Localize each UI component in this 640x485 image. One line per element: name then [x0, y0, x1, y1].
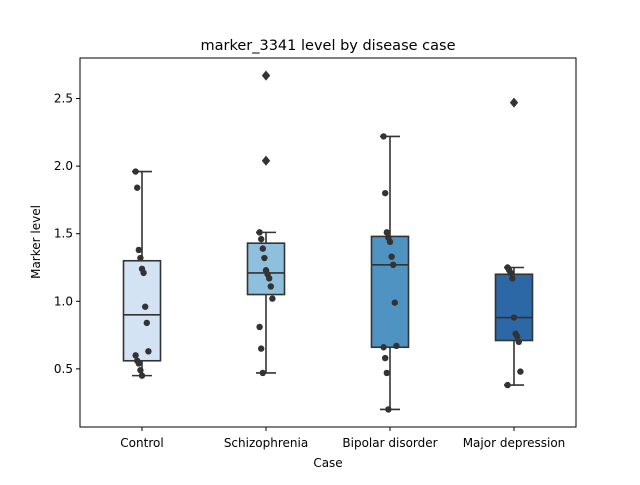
data-point	[258, 235, 265, 243]
data-point	[145, 348, 152, 355]
data-point	[385, 406, 392, 413]
y-tick-label: 1.5	[54, 227, 73, 241]
data-point	[259, 369, 266, 377]
data-point	[391, 299, 398, 306]
data-point	[143, 319, 150, 327]
data-point	[383, 229, 390, 236]
data-point	[509, 275, 516, 282]
data-point	[259, 245, 266, 252]
data-point	[507, 269, 514, 277]
data-point	[267, 283, 274, 290]
x-tick-label: Schizophrenia	[224, 436, 308, 450]
data-point	[386, 238, 394, 246]
box-iqr	[494, 273, 534, 342]
data-point	[256, 229, 263, 236]
data-point	[256, 323, 263, 331]
data-point	[380, 133, 387, 140]
data-point	[134, 184, 141, 191]
x-tick-label: Bipolar disorder	[342, 436, 437, 450]
data-point	[393, 342, 400, 350]
data-point	[388, 253, 395, 260]
outlier-marker	[261, 70, 271, 81]
box-iqr	[370, 235, 410, 349]
data-point	[390, 261, 397, 269]
outlier-marker	[509, 97, 519, 108]
data-point	[137, 367, 144, 374]
data-point	[380, 344, 387, 351]
y-tick-label: 2.5	[54, 92, 73, 106]
data-point	[269, 295, 276, 302]
data-point	[261, 254, 268, 262]
data-point	[517, 368, 524, 375]
axes: 0.5 1.0 1.5 2.0 2.5 Control Schizophrenia Bipol…	[54, 57, 577, 450]
data-point	[510, 314, 518, 321]
data-point	[382, 354, 389, 362]
plot-area	[122, 70, 534, 413]
y-tick-label: 1.0	[54, 294, 73, 308]
data-point	[514, 333, 521, 340]
x-axis-label: Case	[313, 456, 342, 470]
y-tick-label: 0.5	[54, 362, 73, 376]
data-point	[142, 303, 149, 310]
data-point	[132, 352, 139, 359]
x-tick-label: Major depression	[463, 436, 566, 450]
plot-frame	[79, 57, 577, 428]
data-point	[135, 246, 142, 254]
outlier-marker	[261, 155, 271, 166]
data-point	[135, 360, 142, 367]
y-axis-label: Marker level	[29, 205, 43, 279]
box-iqr	[122, 259, 162, 362]
data-point	[515, 338, 522, 346]
data-point	[504, 381, 511, 389]
data-point	[138, 372, 146, 379]
data-point	[266, 275, 273, 282]
data-point	[383, 369, 390, 377]
data-point	[258, 345, 265, 352]
x-tick-label: Control	[120, 436, 163, 450]
data-point	[382, 189, 389, 197]
data-point	[132, 168, 139, 175]
data-point	[137, 254, 144, 262]
chart-title: marker_3341 level by disease case	[201, 38, 456, 54]
y-tick-label: 2.0	[54, 159, 73, 173]
data-point	[140, 269, 147, 277]
